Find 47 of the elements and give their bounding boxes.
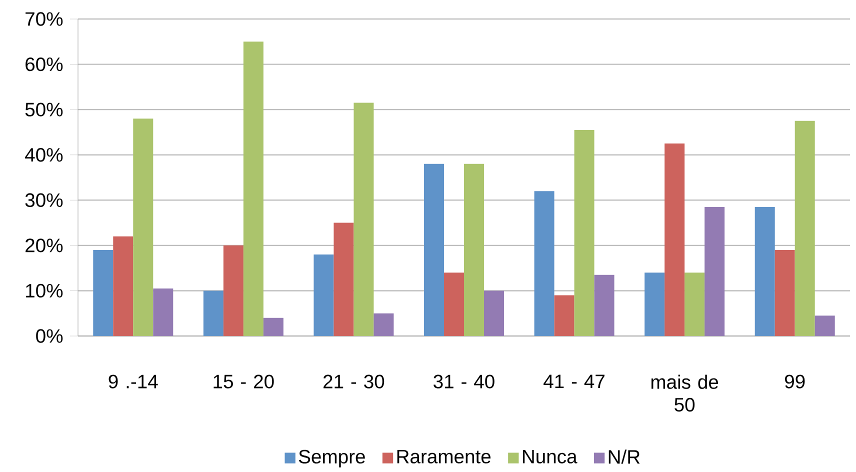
x-tick-label: 15 - 20	[214, 374, 274, 388]
bar	[314, 254, 334, 336]
bar	[243, 42, 264, 336]
y-tick-label: 20%	[26, 238, 63, 252]
x-tick-label: 31 - 40	[434, 374, 494, 388]
bar	[644, 272, 665, 336]
legend-label: N/R	[608, 450, 640, 464]
legend-label: Sempre	[298, 450, 365, 468]
x-tick-label: mais de 50	[651, 374, 718, 412]
bar	[774, 250, 795, 336]
bar	[464, 164, 484, 336]
bar	[93, 250, 114, 336]
bar	[794, 120, 815, 336]
y-tick-label: 50%	[25, 102, 63, 116]
legend-label: Nunca	[523, 450, 578, 464]
bar	[334, 222, 354, 336]
x-tick-label: 9 .-14	[108, 374, 158, 388]
x-tick-label: 41 - 47	[544, 374, 604, 388]
y-tick-label: 0%	[36, 329, 63, 343]
bar	[424, 164, 444, 336]
bar	[113, 236, 134, 336]
bar	[814, 316, 835, 336]
bar	[534, 191, 554, 336]
x-tick-label: 99	[785, 374, 805, 388]
bar	[223, 245, 244, 336]
y-tick-label: 40%	[25, 148, 63, 162]
bar	[354, 102, 374, 336]
bar	[754, 206, 775, 336]
legend-label: Raramente	[397, 450, 491, 464]
y-tick-label: 70%	[26, 12, 63, 26]
bar	[374, 313, 394, 336]
bar	[484, 290, 504, 336]
x-tick-label: 21 - 30	[324, 374, 384, 388]
bar	[153, 288, 174, 336]
bar	[133, 118, 154, 336]
bar	[574, 130, 594, 336]
y-tick-label: 60%	[26, 57, 63, 72]
bar	[263, 318, 284, 336]
bar	[704, 206, 725, 336]
bar	[664, 144, 685, 336]
bar	[554, 295, 574, 336]
y-tick-label: 10%	[26, 284, 63, 298]
bar	[594, 274, 614, 336]
bar	[444, 272, 464, 336]
bar	[203, 290, 224, 336]
bar	[684, 272, 705, 336]
y-tick-label: 30%	[25, 193, 63, 207]
